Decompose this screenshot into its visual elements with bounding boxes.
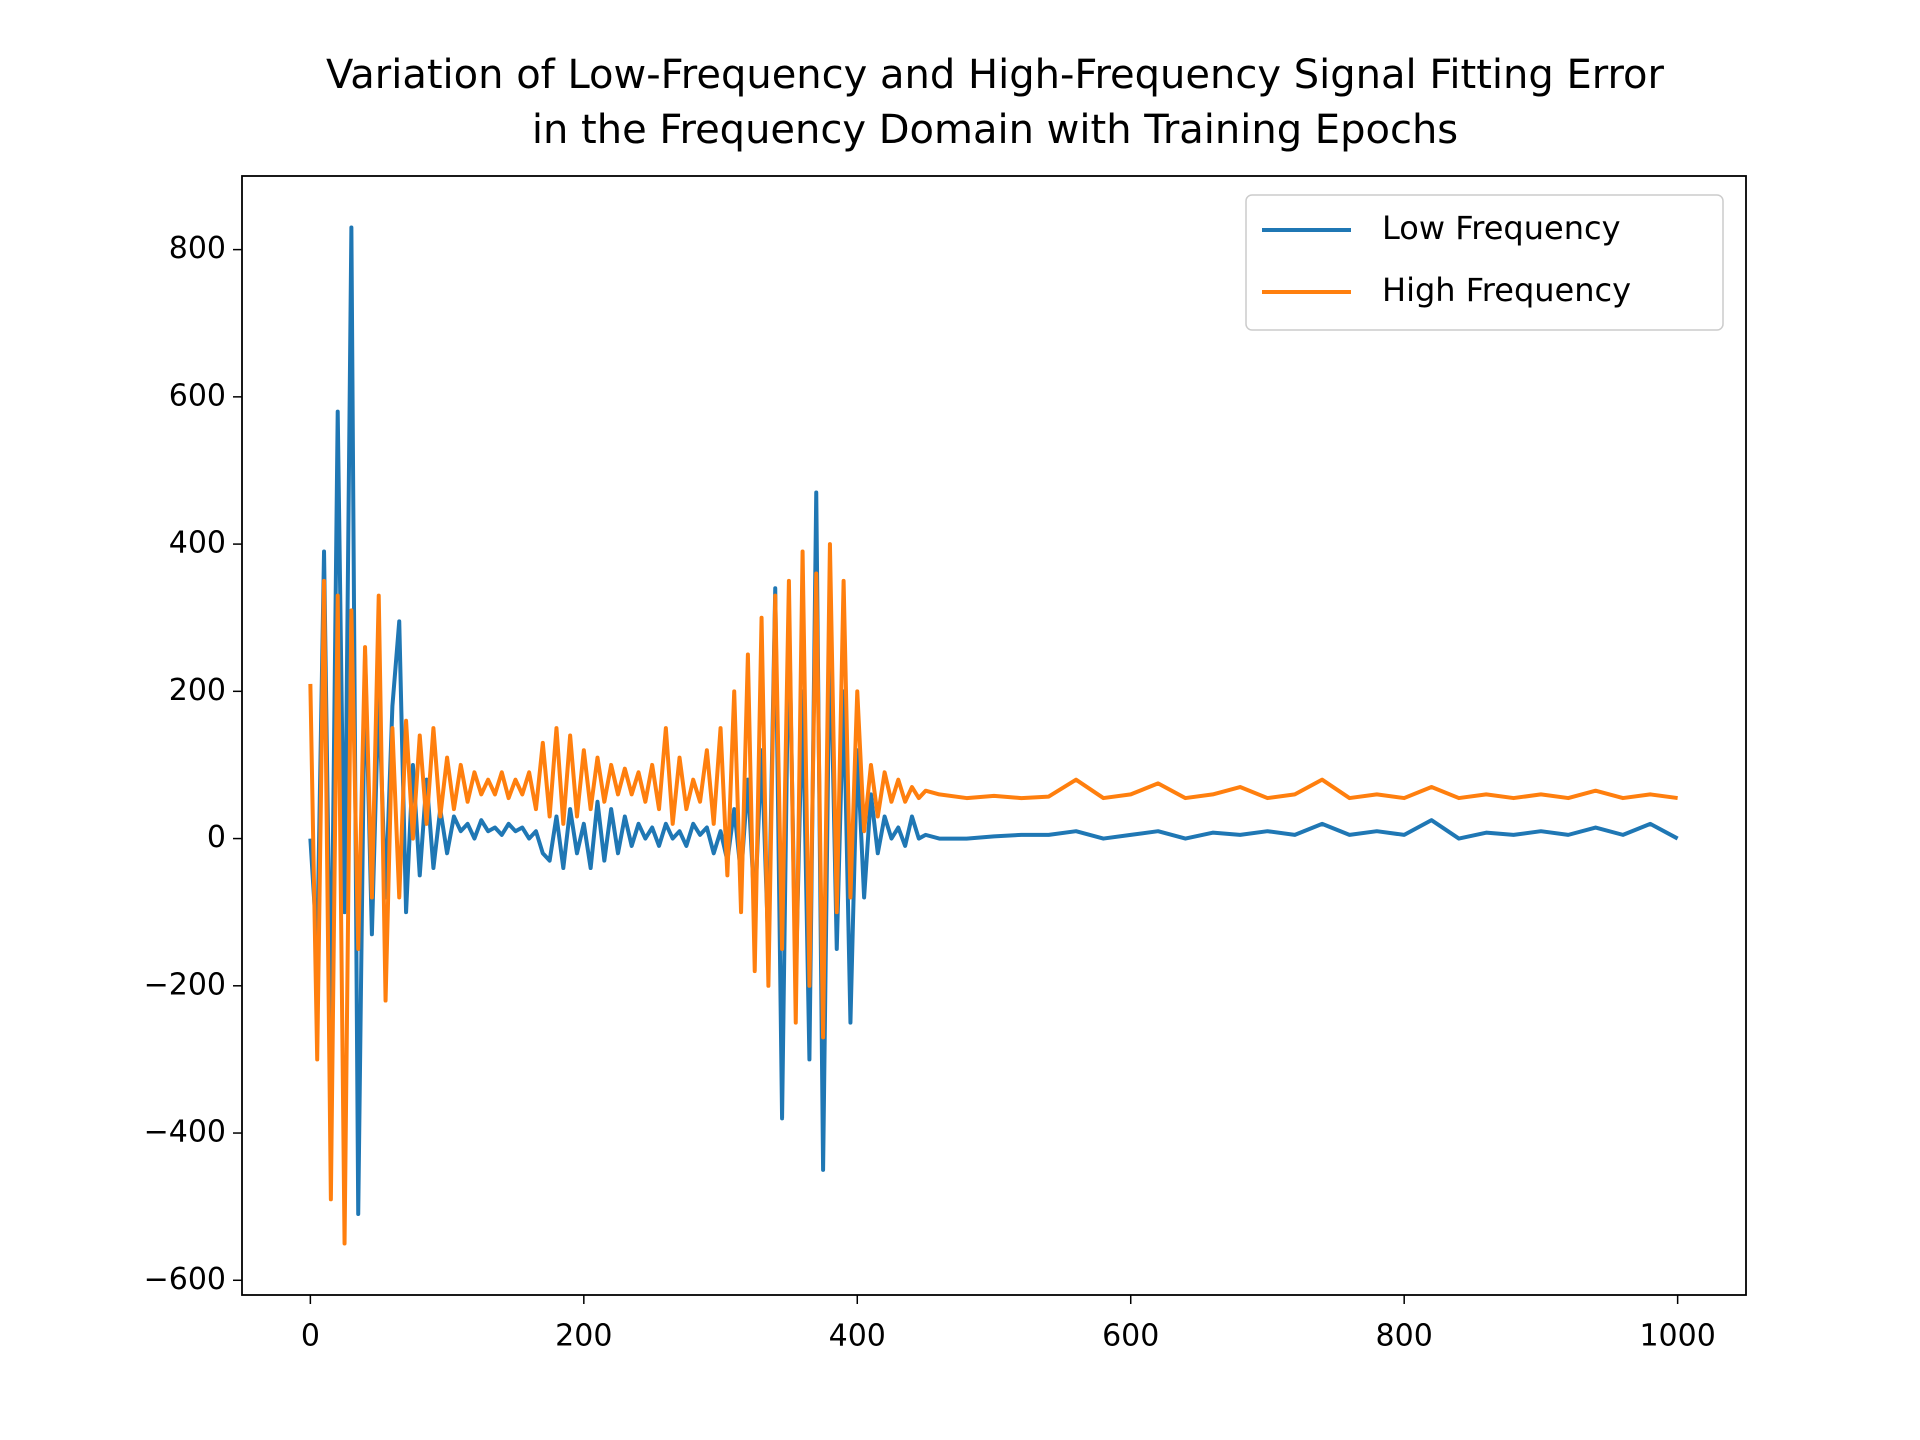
data-line <box>308 225 1679 1217</box>
legend-label: Low Frequency <box>1382 209 1621 247</box>
y-tick-label: −600 <box>144 1262 226 1297</box>
x-tick-label: 600 <box>1102 1319 1159 1354</box>
x-tick-label: 800 <box>1376 1319 1433 1354</box>
y-tick-label: 0 <box>207 820 226 855</box>
y-tick-label: 600 <box>169 378 226 413</box>
data-line <box>308 542 1678 1246</box>
x-tick-label: 0 <box>301 1319 320 1354</box>
plot-frame <box>241 175 1747 1296</box>
legend-box <box>1245 194 1724 331</box>
chart-title: Variation of Low-Frequency and High-Freq… <box>326 52 1664 98</box>
y-tick-label: 400 <box>169 526 226 561</box>
x-tick-label: 1000 <box>1639 1319 1715 1354</box>
chart-title: in the Frequency Domain with Training Ep… <box>532 107 1458 153</box>
y-tick-label: 200 <box>169 673 226 708</box>
y-tick-label: −400 <box>144 1115 226 1150</box>
y-tick-label: 800 <box>169 231 226 266</box>
x-tick-label: 200 <box>555 1319 612 1354</box>
y-tick-label: −200 <box>144 967 226 1002</box>
x-tick-label: 400 <box>829 1319 886 1354</box>
legend-label: High Frequency <box>1382 271 1631 309</box>
